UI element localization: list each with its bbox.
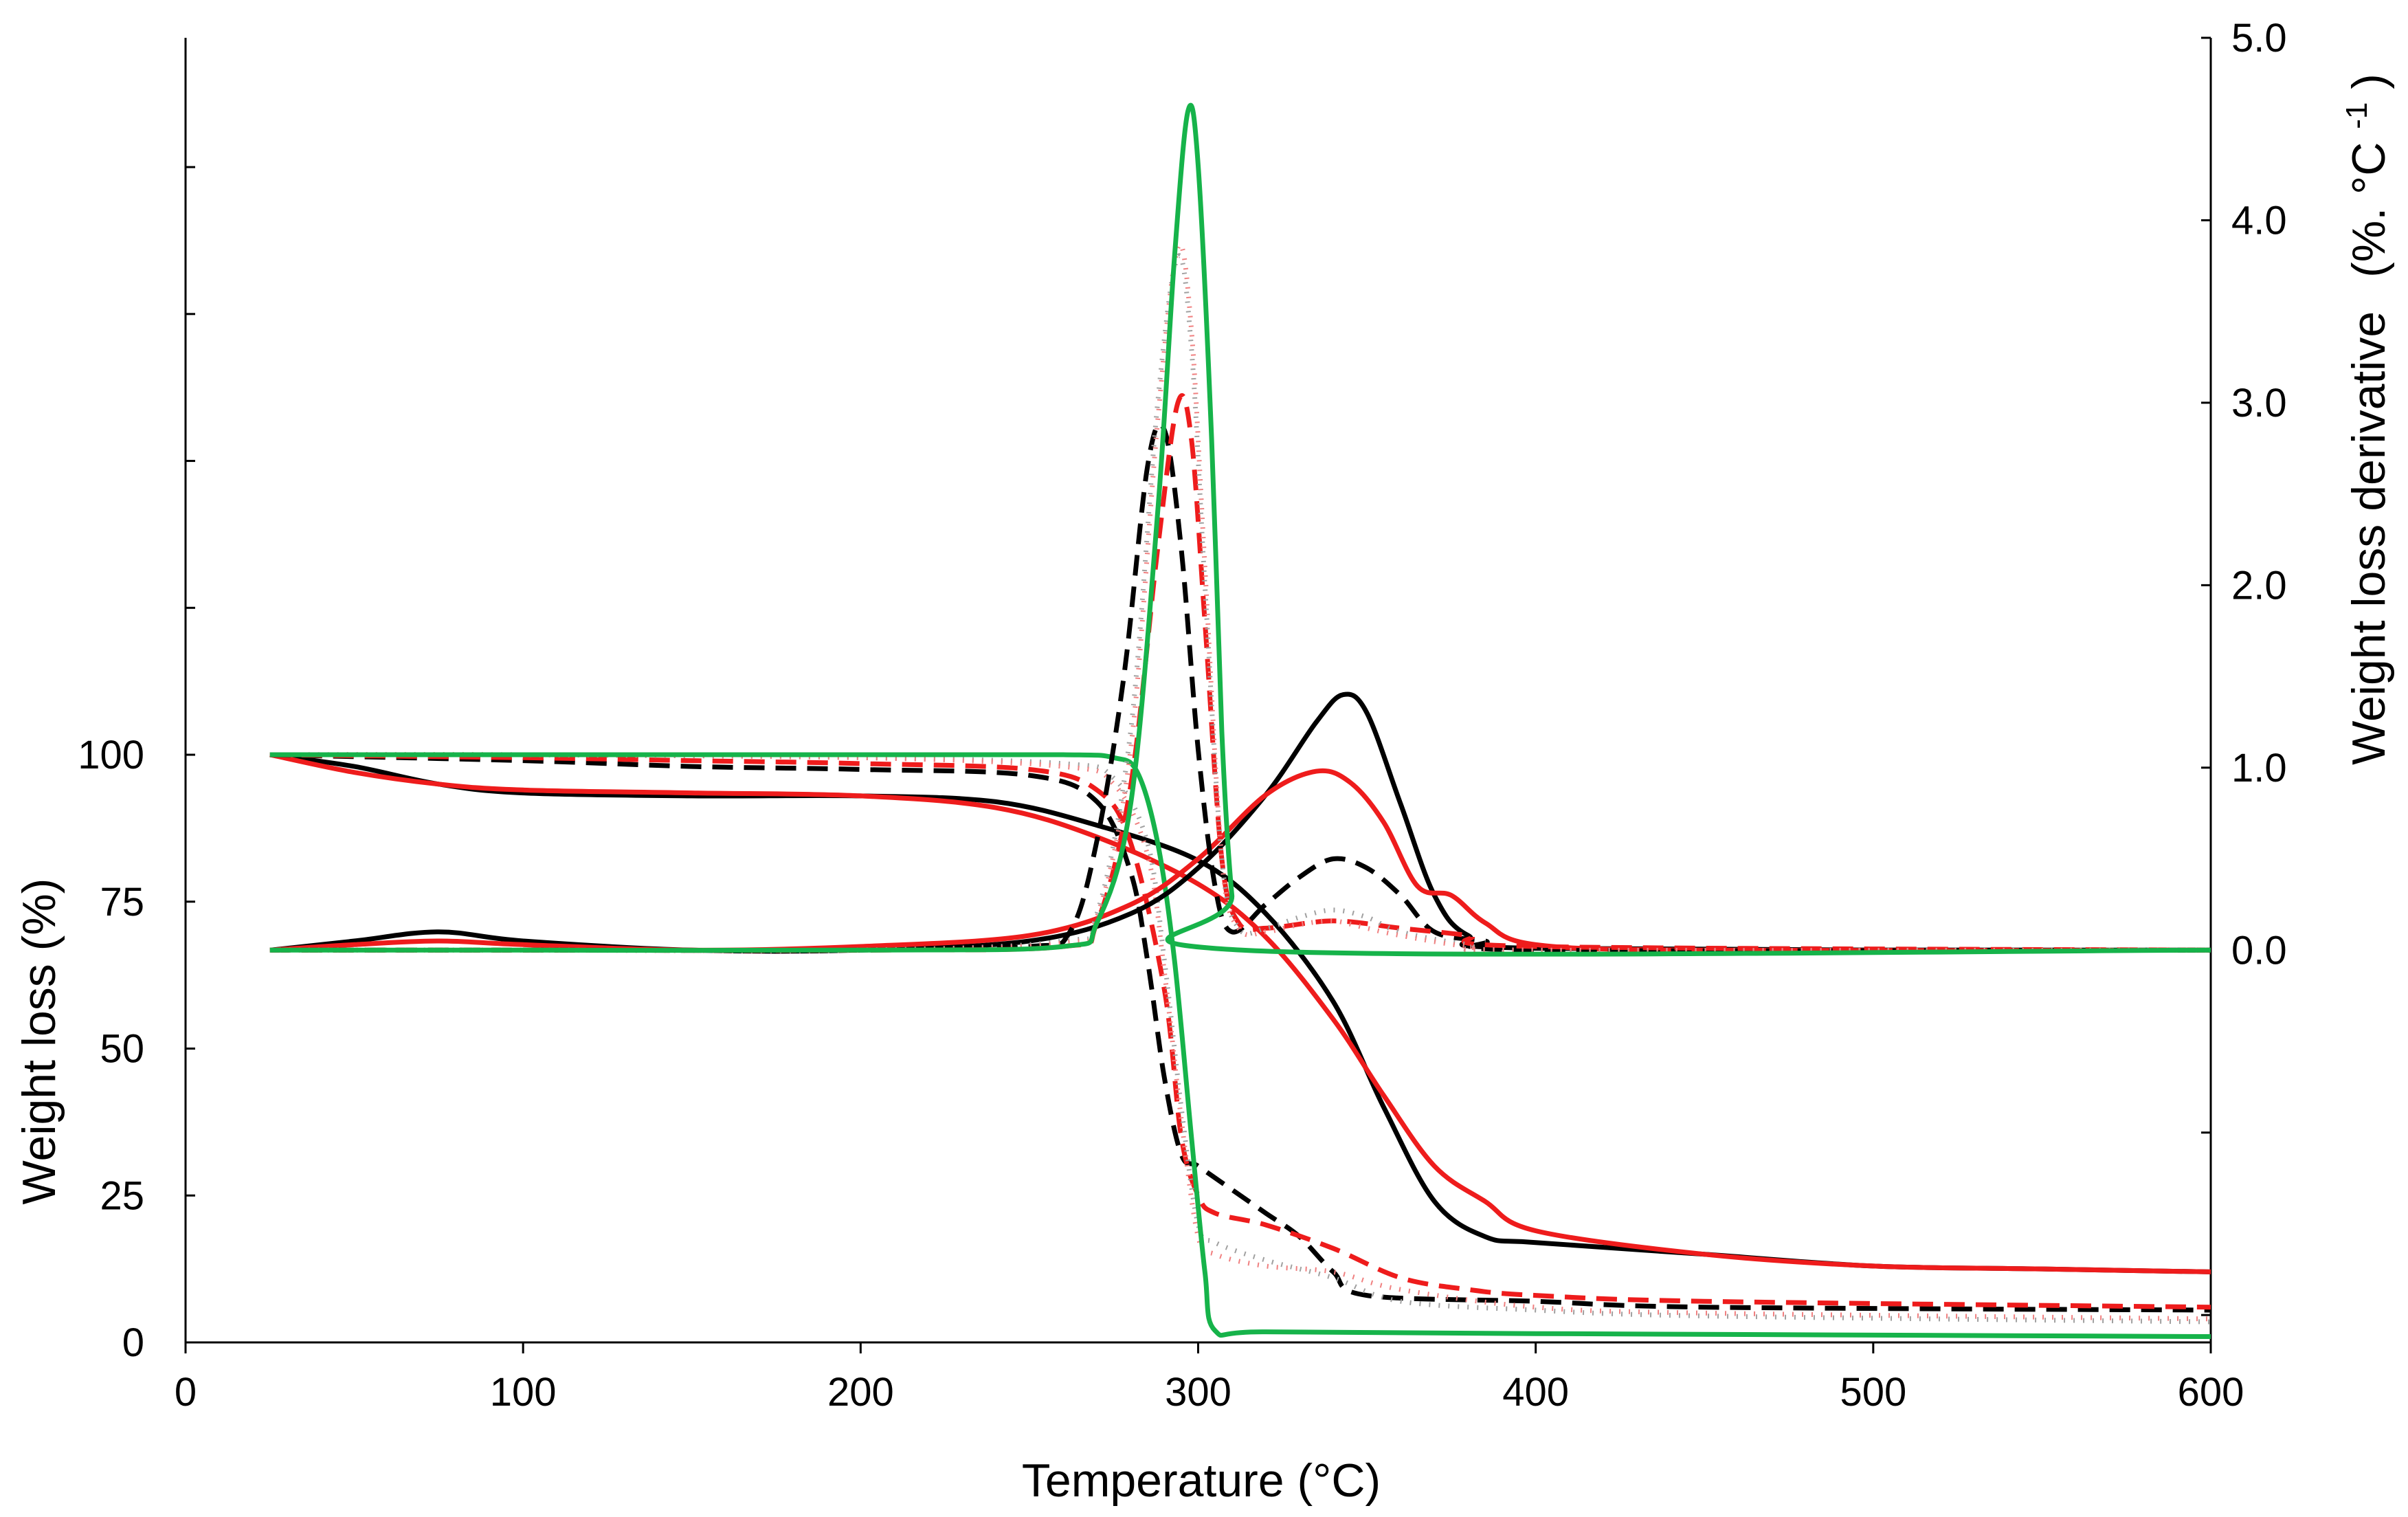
series-dtg-grey-dotted — [269, 253, 2211, 953]
y-right-axis-title-unit: (%. °C — [2343, 142, 2395, 278]
y-left-tick-labels: 0 25 50 75 100 — [78, 733, 144, 1365]
y-left-tick-label: 100 — [78, 733, 144, 777]
series-dtg-pink-dotted — [269, 242, 2211, 953]
y-right-tick-label: 0.0 — [2231, 928, 2287, 973]
series-tg-grey-dotted — [269, 752, 2211, 1325]
y-right-tick-label: 4.0 — [2231, 198, 2287, 243]
x-axis-title: Temperature (°C) — [1022, 1454, 1381, 1507]
y-left-axis-title: Weight loss (%) — [13, 878, 65, 1205]
series-dtg-black-solid — [269, 691, 2211, 954]
series-dtg-green-solid — [269, 102, 2211, 957]
y-right-axis-title: Weight loss derivative (%. °C -1 ) — [2325, 74, 2395, 765]
y-left-tick-label: 75 — [100, 880, 144, 924]
x-tick-label: 200 — [827, 1370, 894, 1415]
series-tg-pink-dotted — [269, 752, 2211, 1322]
y-left-tick-label: 25 — [100, 1173, 144, 1218]
x-tick-label: 0 — [175, 1370, 197, 1415]
y-right-axis-title-unit-sup: -1 — [2340, 102, 2374, 129]
series-dtg-red-dashed — [269, 393, 2211, 953]
y-right-tick-label: 2.0 — [2231, 563, 2287, 608]
series-tg-red-solid — [269, 752, 2211, 1274]
series-tg-red-dashed — [269, 752, 2211, 1310]
series-tg-green-solid — [269, 752, 2211, 1339]
y-left-tick-label: 50 — [100, 1027, 144, 1072]
derivative-series-group — [269, 102, 2211, 957]
x-tick-label: 100 — [490, 1370, 557, 1415]
y-left-tick-label: 0 — [122, 1320, 144, 1365]
series-dtg-black-dashed — [269, 421, 2211, 953]
series-tg-black-dashed — [269, 752, 2211, 1313]
y-left-tick-marks — [186, 166, 195, 1344]
y-right-tick-label: 5.0 — [2231, 16, 2287, 60]
weight-loss-series-group — [269, 752, 2211, 1339]
y-right-tick-label: 1.0 — [2231, 746, 2287, 790]
x-tick-label: 400 — [1502, 1370, 1569, 1415]
y-right-axis-title-main: Weight loss derivative — [2343, 311, 2395, 765]
x-axis-ticks: 0 100 200 300 400 500 600 — [175, 1342, 2244, 1415]
y-right-tick-labels: 0.0 1.0 2.0 3.0 4.0 5.0 — [2231, 16, 2287, 973]
y-right-axis-title-unit-close: ) — [2343, 74, 2395, 89]
x-tick-label: 500 — [1840, 1370, 1906, 1415]
x-tick-label: 300 — [1165, 1370, 1231, 1415]
y-right-tick-label: 3.0 — [2231, 381, 2287, 425]
y-right-tick-marks — [2201, 36, 2211, 1316]
x-tick-label: 600 — [2178, 1370, 2244, 1415]
